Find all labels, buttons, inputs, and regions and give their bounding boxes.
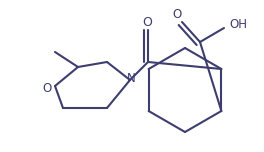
Text: OH: OH (229, 19, 247, 31)
Text: O: O (43, 81, 52, 95)
Text: O: O (142, 16, 152, 29)
Text: O: O (172, 7, 182, 21)
Text: N: N (127, 73, 135, 85)
